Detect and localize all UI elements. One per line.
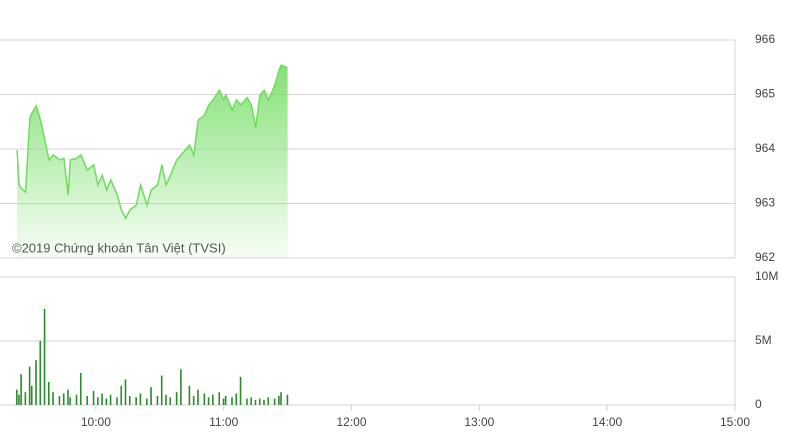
volume-bar [67,389,69,405]
volume-bar [120,385,123,405]
volume-bar [169,397,172,405]
y-tick-label: 0 [755,397,762,411]
volume-bar [48,381,50,405]
y-tick-label: 965 [755,87,775,101]
volume-bar [224,396,227,405]
volume-bar [188,385,191,405]
volume-bar [75,394,78,405]
y-tick-label: 10M [755,269,778,283]
volume-bar [20,374,22,405]
volume-bar [69,397,71,405]
volume-bar [150,387,152,405]
x-tick-label: 13:00 [464,415,494,429]
watermark: ©2019 Chứng khoán Tân Việt (TVSI) [12,240,226,255]
volume-bar [28,366,31,405]
x-tick-label: 12:00 [337,415,367,429]
volume-bar [62,393,65,405]
volume-bar [203,393,206,405]
y-tick-label: 966 [755,32,775,46]
volume-bar [273,398,276,405]
volume-bar [135,397,137,405]
volume-bar [165,394,167,405]
volume-bar [16,389,18,405]
volume-bar [92,390,95,405]
volume-bar [267,397,270,405]
volume-bar [101,393,103,405]
y-tick-label: 5M [755,333,772,347]
volume-bar [43,309,46,405]
volume-bar [286,394,289,405]
volume-bar [278,396,280,405]
volume-bar [239,376,242,405]
volume-bar [109,394,112,405]
volume-bar [280,392,282,405]
volume-bar [218,392,221,405]
volume-bar [156,396,159,405]
volume-bar [207,397,210,405]
volume-bar [250,397,252,405]
volume-bar [35,360,37,405]
volume-bar [222,398,225,405]
volume-bar [30,385,33,405]
volume-bar [197,389,199,405]
volume-bar [116,397,118,405]
volume-bar [124,379,127,405]
volume-bar [58,396,61,405]
volume-bar [258,398,261,405]
volume-bar [79,373,82,405]
volume-bar [235,393,238,405]
y-tick-label: 964 [755,141,775,155]
volume-bar [231,397,233,405]
volume-bar [39,341,42,405]
area-fill [17,65,288,258]
x-tick-label: 11:00 [209,415,238,429]
volume-bar [139,393,142,405]
volume-bar [254,399,257,405]
volume-bar [175,392,178,405]
y-tick-label: 963 [755,196,775,210]
volume-bar [192,396,195,405]
volume-bar [180,369,182,405]
volume-bar [86,396,88,405]
volume-bar [128,396,131,405]
volume-bar [52,392,54,405]
volume-bar [160,375,163,405]
x-tick-label: 15:00 [720,415,750,429]
volume-bar [212,394,214,405]
volume-bar [246,398,248,405]
volume-bar [18,394,20,405]
x-tick-label: 14:00 [592,415,622,429]
volume-bar [146,398,148,405]
volume-bar [24,392,27,405]
y-tick-label: 962 [755,250,775,264]
price-line [16,64,288,220]
volume-bar [263,399,265,405]
volume-bar [105,398,108,405]
x-tick-label: 10:00 [81,415,111,429]
volume-bar [97,397,99,405]
